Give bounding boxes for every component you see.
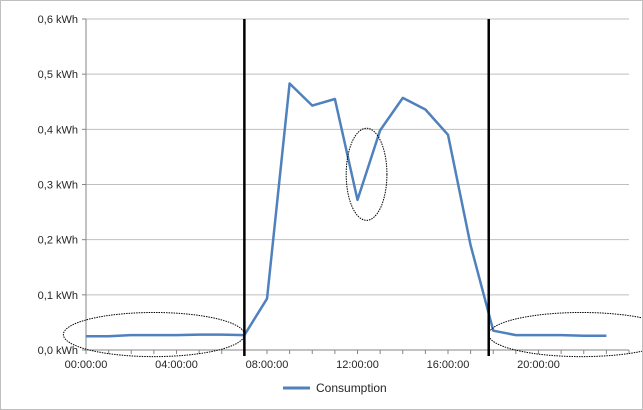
series-lines — [86, 82, 607, 338]
y-tick-label: 0,1 kWh — [38, 290, 78, 302]
series-line-0 — [86, 82, 607, 338]
x-tick-label: 00:00:00 — [65, 359, 108, 371]
y-tick-label: 0,3 kWh — [38, 180, 78, 192]
x-tick-label: 12:00:00 — [336, 359, 379, 371]
y-tick-label: 0,4 kWh — [38, 124, 78, 136]
y-tick-label: 0,5 kWh — [38, 69, 78, 81]
x-tick-labels: 00:00:00 04:00:00 08:00:00 12:00:00 16:00:00… — [65, 359, 560, 371]
annotations — [62, 19, 642, 358]
y-tick-label: 0,0 kWh — [38, 345, 78, 357]
highlight-ellipse — [62, 311, 245, 358]
highlight-ellipse — [345, 127, 388, 221]
y-tick-label: 0,6 kWh — [38, 14, 78, 26]
y-tick-labels: 0,0 kWh 0,1 kWh 0,2 kWh 0,3 kWh 0,4 kWh 0,5 k… — [38, 14, 78, 357]
x-tick-label: 04:00:00 — [155, 359, 198, 371]
x-tick-label: 20:00:00 — [517, 359, 560, 371]
legend-label-0: Consumption — [316, 381, 387, 395]
highlight-ellipse — [488, 311, 642, 358]
legend: Consumption — [283, 381, 387, 395]
x-tick-label: 08:00:00 — [246, 359, 289, 371]
gridlines — [86, 18, 629, 296]
x-tick-label: 16:00:00 — [427, 359, 470, 371]
y-tick-label: 0,2 kWh — [38, 235, 78, 247]
